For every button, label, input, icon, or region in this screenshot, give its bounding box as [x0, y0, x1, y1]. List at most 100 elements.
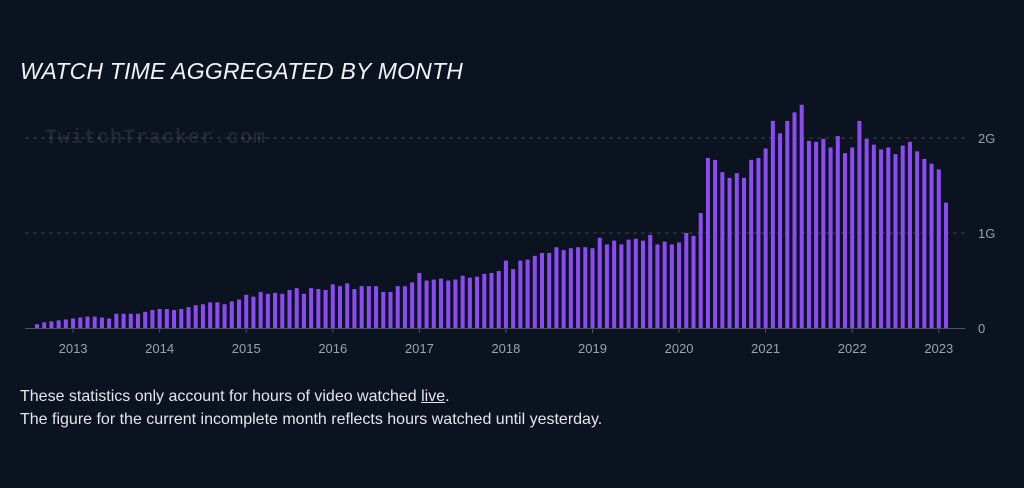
bar[interactable] [402, 286, 407, 328]
bar[interactable] [164, 309, 169, 328]
bar[interactable] [756, 157, 761, 328]
bar[interactable] [193, 305, 198, 328]
bar[interactable] [633, 238, 638, 328]
bar[interactable] [763, 148, 768, 328]
bar[interactable] [684, 233, 689, 328]
bar[interactable] [410, 282, 415, 328]
bar[interactable] [532, 255, 537, 328]
bar[interactable] [698, 213, 703, 328]
bar[interactable] [547, 252, 552, 328]
bar[interactable] [857, 120, 862, 329]
bar[interactable] [78, 317, 83, 328]
bar[interactable] [366, 286, 371, 328]
bar[interactable] [92, 316, 97, 328]
bar[interactable] [749, 159, 754, 328]
bar[interactable] [251, 296, 256, 328]
bar[interactable] [568, 248, 573, 328]
bar[interactable] [619, 244, 624, 328]
bar[interactable] [597, 237, 602, 328]
bar[interactable] [741, 177, 747, 328]
bar[interactable] [886, 147, 891, 329]
bar[interactable] [63, 319, 68, 328]
bar[interactable] [258, 291, 263, 328]
bar[interactable] [114, 313, 119, 328]
bar[interactable] [864, 138, 869, 328]
bar[interactable] [691, 235, 696, 328]
bar[interactable] [554, 247, 559, 328]
bar[interactable] [222, 304, 227, 328]
bar[interactable] [640, 240, 646, 328]
bar[interactable] [208, 302, 213, 328]
bar[interactable] [871, 144, 876, 328]
bar[interactable] [244, 294, 249, 328]
bar[interactable] [172, 309, 177, 328]
bar[interactable] [929, 163, 934, 328]
bar[interactable] [395, 286, 400, 328]
bar[interactable] [720, 172, 725, 328]
bar[interactable] [374, 286, 379, 328]
bar[interactable] [107, 318, 112, 329]
bar[interactable] [345, 283, 350, 328]
bar[interactable] [446, 280, 451, 329]
bar[interactable] [49, 321, 54, 328]
bar[interactable] [467, 277, 472, 328]
bar[interactable] [85, 316, 90, 328]
bar[interactable] [496, 271, 501, 328]
bar[interactable] [71, 318, 76, 329]
bar[interactable] [294, 288, 299, 328]
bar[interactable] [121, 313, 126, 328]
bar[interactable] [821, 138, 826, 328]
bar[interactable] [900, 145, 905, 328]
bar[interactable] [316, 289, 321, 328]
bar[interactable] [438, 278, 444, 328]
bar[interactable] [893, 154, 898, 328]
bar[interactable] [330, 284, 335, 328]
bar[interactable] [287, 290, 292, 328]
bar[interactable] [511, 269, 516, 328]
bar[interactable] [236, 299, 242, 329]
bar[interactable] [583, 247, 588, 328]
bar[interactable] [200, 304, 205, 328]
bar[interactable] [842, 153, 848, 328]
bar[interactable] [590, 248, 595, 328]
bar[interactable] [734, 173, 739, 328]
bar[interactable] [677, 242, 682, 329]
bar[interactable] [352, 289, 357, 328]
bar[interactable] [337, 286, 343, 328]
bar[interactable] [56, 320, 61, 328]
bar[interactable] [280, 293, 285, 328]
bar[interactable] [850, 147, 855, 329]
bar[interactable] [273, 292, 278, 328]
bar[interactable] [835, 136, 840, 328]
bar[interactable] [785, 120, 790, 329]
bar[interactable] [648, 234, 653, 328]
bar[interactable] [323, 290, 328, 328]
bar[interactable] [460, 275, 465, 328]
bar[interactable] [662, 241, 667, 328]
bar[interactable] [265, 293, 270, 328]
bar[interactable] [799, 104, 804, 328]
bar[interactable] [186, 307, 191, 328]
bar[interactable] [453, 279, 458, 328]
bar[interactable] [42, 322, 47, 328]
bar[interactable] [713, 159, 718, 328]
bar[interactable] [150, 309, 155, 328]
bar[interactable] [34, 324, 40, 328]
bar[interactable] [626, 239, 631, 328]
bar[interactable] [915, 151, 920, 328]
bar[interactable] [922, 158, 927, 328]
bar[interactable] [475, 276, 480, 328]
bar[interactable] [215, 302, 220, 328]
bar[interactable] [135, 313, 141, 328]
bar[interactable] [301, 293, 306, 328]
bar[interactable] [179, 309, 184, 328]
bar[interactable] [525, 259, 530, 328]
bar[interactable] [561, 250, 566, 328]
bar[interactable] [879, 149, 884, 328]
bar[interactable] [128, 313, 133, 328]
bar[interactable] [612, 240, 617, 328]
bar[interactable] [482, 273, 487, 328]
bar[interactable] [655, 244, 660, 328]
bar[interactable] [907, 141, 912, 328]
bar[interactable] [431, 279, 436, 328]
